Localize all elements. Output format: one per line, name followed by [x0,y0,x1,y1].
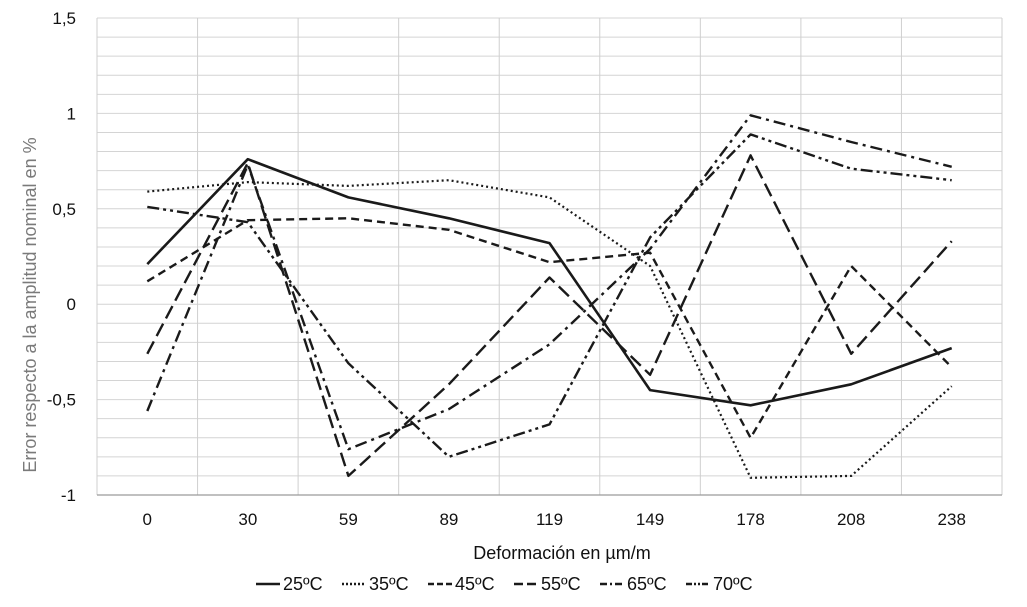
series-line-5 [147,133,952,458]
y-tick-label: 1,5 [52,9,76,28]
y-tick-label: -1 [61,486,76,505]
y-tick-label: 0,5 [52,200,76,219]
x-tick-label: 0 [143,510,152,529]
legend: 25ºC 35ºC 45ºC 55ºC 65ºC 70ºC [256,574,753,594]
series-lines [146,114,953,479]
x-tick-label: 30 [238,510,257,529]
series-line-0 [146,157,953,407]
y-axis-ticks: -1 -0,5 0 0,5 1 1,5 [47,9,76,505]
y-tick-label: -0,5 [47,391,76,410]
x-tick-label: 238 [938,510,966,529]
x-tick-label: 119 [536,510,563,529]
gridlines [96,17,1003,496]
series-line-3 [146,154,953,478]
legend-label: 65ºC [627,574,667,594]
y-axis-title: Error respecto a la amplitud nominal en … [20,137,40,472]
y-tick-label: 0 [67,295,76,314]
legend-label: 35ºC [369,574,409,594]
legend-label: 25ºC [283,574,323,594]
x-axis-ticks: 0 30 59 89 119 149 178 208 238 [143,510,966,529]
x-tick-label: 149 [636,510,664,529]
legend-label: 45ºC [455,574,495,594]
x-tick-label: 208 [837,510,865,529]
y-tick-label: 1 [67,104,76,123]
x-axis-title: Deformación en µm/m [473,543,650,563]
x-tick-label: 59 [339,510,358,529]
legend-label: 70ºC [713,574,753,594]
legend-label: 55ºC [541,574,581,594]
x-tick-label: 178 [736,510,764,529]
x-tick-label: 89 [439,510,458,529]
